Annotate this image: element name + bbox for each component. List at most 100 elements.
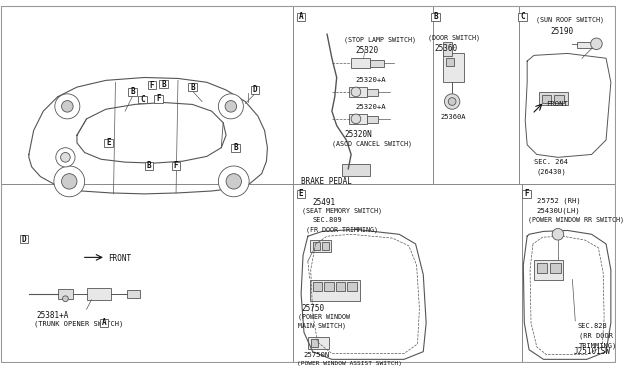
Bar (251, 86, 259, 94)
Bar (127, 290, 140, 298)
Text: A: A (299, 12, 303, 21)
Circle shape (225, 100, 237, 112)
Text: (SUN ROOF SWITCH): (SUN ROOF SWITCH) (536, 17, 604, 23)
Text: (FR DOOR TRIMMING): (FR DOOR TRIMMING) (306, 227, 378, 233)
Text: B: B (131, 87, 135, 96)
Circle shape (351, 114, 361, 124)
Text: (26430): (26430) (537, 169, 566, 175)
Text: 25381+A: 25381+A (36, 311, 69, 320)
Text: 25491: 25491 (313, 198, 336, 207)
Circle shape (63, 296, 68, 302)
Bar (349, 87, 367, 97)
Bar (154, 95, 163, 103)
Text: (ASCD CANCEL SWITCH): (ASCD CANCEL SWITCH) (332, 140, 412, 147)
Circle shape (444, 94, 460, 109)
Text: J25101SW: J25101SW (574, 346, 611, 356)
Bar (138, 96, 147, 103)
Bar (550, 263, 561, 273)
Bar (159, 80, 168, 88)
Bar (297, 13, 305, 21)
Bar (231, 144, 240, 151)
Bar (554, 95, 564, 103)
Circle shape (226, 174, 241, 189)
Text: F: F (156, 94, 161, 103)
Text: A: A (102, 318, 106, 327)
Text: (RR DOOR: (RR DOOR (579, 333, 613, 339)
Text: 25750N: 25750N (303, 352, 329, 357)
Circle shape (61, 174, 77, 189)
Bar (349, 114, 367, 124)
Bar (58, 289, 73, 299)
Text: B: B (433, 12, 438, 21)
Bar (431, 13, 440, 21)
Bar (537, 263, 547, 273)
Circle shape (591, 38, 602, 49)
Text: 25752 (RH): 25752 (RH) (537, 198, 580, 204)
Text: C: C (140, 95, 145, 104)
Text: (DOOR SWITCH): (DOOR SWITCH) (428, 34, 480, 41)
Bar (104, 139, 113, 147)
Text: B: B (161, 80, 166, 89)
Bar (308, 337, 329, 349)
Bar (534, 260, 563, 279)
Circle shape (54, 166, 84, 197)
Text: TRIMMING): TRIMMING) (579, 342, 618, 349)
Text: 25750: 25750 (301, 304, 324, 312)
Text: 25430U(LH): 25430U(LH) (537, 207, 580, 214)
Text: 25320+A: 25320+A (356, 77, 387, 83)
Circle shape (61, 100, 73, 112)
Text: D: D (22, 235, 26, 244)
Bar (518, 13, 527, 21)
Bar (541, 95, 551, 103)
Circle shape (218, 94, 243, 119)
Bar (371, 60, 384, 67)
Text: B: B (190, 83, 195, 92)
Bar (313, 242, 321, 250)
Text: D: D (253, 86, 257, 94)
Text: (POWER WINDOW RR SWITCH): (POWER WINDOW RR SWITCH) (528, 217, 624, 224)
Text: (POWER WINDOW ASSIST SWITCH): (POWER WINDOW ASSIST SWITCH) (297, 361, 403, 366)
Bar (148, 81, 156, 89)
Bar (442, 54, 463, 82)
Bar (446, 58, 454, 66)
Text: 25360A: 25360A (440, 114, 466, 120)
Bar (313, 282, 323, 291)
Bar (348, 282, 357, 291)
Bar (145, 162, 154, 170)
Bar (310, 240, 331, 251)
Text: BRAKE PEDAL: BRAKE PEDAL (301, 177, 352, 186)
Bar (522, 190, 531, 198)
Circle shape (552, 228, 564, 240)
Bar (172, 162, 180, 170)
Text: 25360: 25360 (435, 44, 458, 53)
Text: F: F (150, 81, 154, 90)
Bar (367, 116, 378, 123)
Circle shape (218, 166, 249, 197)
Text: 25320: 25320 (356, 46, 379, 55)
Text: SEC.809: SEC.809 (313, 217, 342, 223)
Text: SEC.828: SEC.828 (577, 323, 607, 329)
Text: B: B (234, 143, 238, 152)
Text: SEC. 264: SEC. 264 (534, 159, 568, 165)
Circle shape (61, 153, 70, 162)
Circle shape (448, 98, 456, 105)
Text: B: B (147, 161, 152, 170)
Text: E: E (106, 138, 111, 147)
Text: FRONT: FRONT (547, 100, 568, 106)
Text: (POWER WINDOW: (POWER WINDOW (298, 313, 350, 320)
Bar (351, 58, 371, 68)
Text: (SEAT MEMORY SWITCH): (SEAT MEMORY SWITCH) (302, 207, 382, 214)
Circle shape (351, 87, 361, 97)
Text: F: F (173, 161, 179, 170)
Bar (324, 282, 334, 291)
Text: (TRUNK OPENER SWITCH): (TRUNK OPENER SWITCH) (34, 321, 123, 327)
Text: 25320+A: 25320+A (356, 105, 387, 110)
Bar (577, 42, 593, 48)
Text: 25190: 25190 (550, 26, 573, 35)
Bar (129, 88, 137, 96)
Text: C: C (520, 12, 525, 21)
Text: F: F (524, 189, 529, 198)
Text: 25320N: 25320N (344, 131, 372, 140)
Bar (367, 89, 378, 96)
Bar (100, 319, 108, 327)
